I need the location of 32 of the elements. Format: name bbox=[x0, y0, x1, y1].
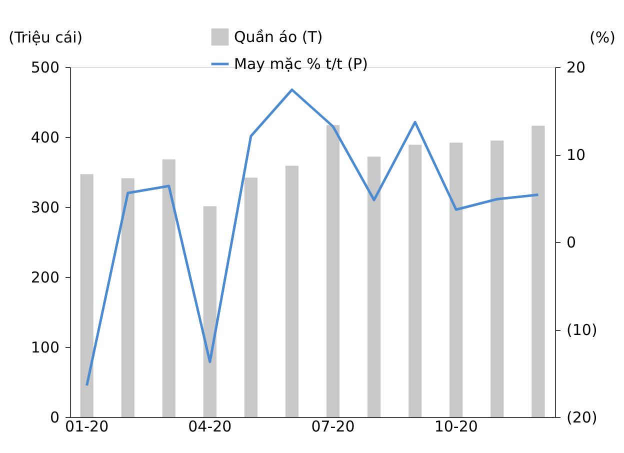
y-axis-title: (Triệu cái) bbox=[8, 28, 83, 46]
y2-tick-label: (10) bbox=[566, 321, 598, 339]
y-tick-label: 500 bbox=[30, 58, 60, 76]
bar bbox=[121, 178, 134, 417]
line-series bbox=[86, 88, 540, 387]
bar bbox=[408, 144, 422, 417]
y-tick-label: 100 bbox=[30, 338, 60, 356]
bar bbox=[244, 178, 258, 417]
y2-tick-label: 10 bbox=[566, 146, 586, 164]
bar bbox=[80, 174, 94, 417]
y-tick-label: 300 bbox=[30, 198, 60, 216]
y-tick-label: 200 bbox=[30, 268, 60, 286]
y2-tick-label: (20) bbox=[566, 408, 598, 426]
bar bbox=[162, 159, 176, 417]
bar bbox=[285, 166, 299, 417]
bar bbox=[367, 156, 381, 417]
x-tick-label: 04-20 bbox=[188, 418, 232, 436]
bar bbox=[450, 142, 463, 417]
y2-tick-label: 0 bbox=[566, 234, 576, 252]
legend-label: Quần áo (T) bbox=[234, 28, 323, 46]
y-tick-label: 0 bbox=[50, 408, 60, 426]
bar bbox=[326, 125, 340, 417]
bar bbox=[490, 140, 504, 417]
legend-label: May mặc % t/t (P) bbox=[234, 55, 368, 73]
x-tick-label: 10-20 bbox=[434, 418, 478, 436]
x-tick-label: 07-20 bbox=[311, 418, 355, 436]
y-tick-label: 400 bbox=[30, 128, 60, 146]
y2-tick-label: 20 bbox=[566, 58, 586, 76]
y2-axis-title: (%) bbox=[590, 28, 616, 46]
bar bbox=[532, 126, 545, 417]
bar bbox=[203, 206, 216, 417]
x-tick-label: 01-20 bbox=[65, 418, 109, 436]
